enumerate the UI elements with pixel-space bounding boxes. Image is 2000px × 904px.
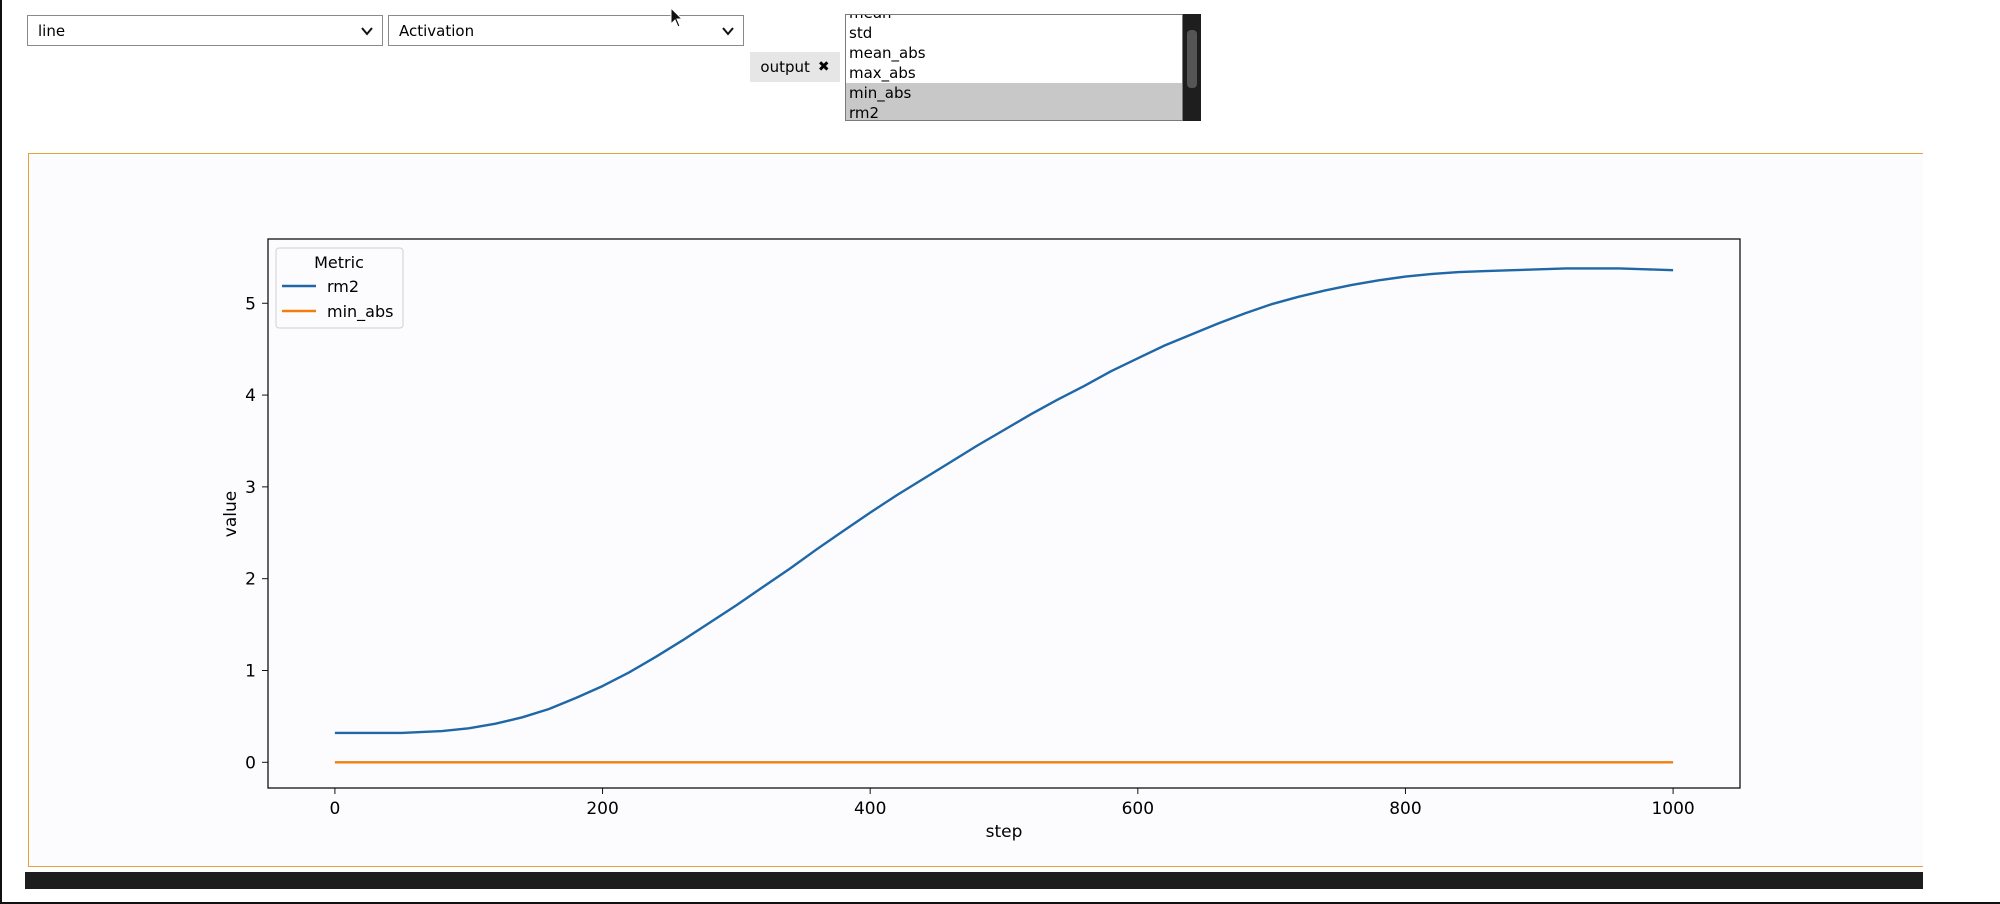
x-tick-label: 1000 [1651, 799, 1694, 819]
window-left-edge [0, 0, 2, 904]
chart-type-select-value: line [38, 21, 66, 40]
metric-option-mean[interactable]: mean [846, 15, 1182, 23]
output-scrollbar-track[interactable] [25, 872, 1923, 889]
chart-output-panel: 0 1 2 3 4 5 0 200 400 600 800 1000 step value Metr… [28, 153, 1923, 867]
plot-area [267, 238, 1741, 789]
legend-label-rm2: rm2 [327, 277, 359, 296]
metric-option-min-abs[interactable]: min_abs [846, 83, 1182, 103]
chevron-down-icon [361, 27, 373, 36]
scrollbar-thumb[interactable] [1187, 30, 1197, 88]
legend-title: Metric [314, 253, 364, 272]
y-tick-label: 0 [245, 753, 256, 773]
y-axis-ticks: 0 1 2 3 4 5 [245, 294, 268, 773]
legend-label-min-abs: min_abs [327, 302, 393, 322]
output-chip-label: output [760, 58, 810, 76]
x-tick-label: 200 [586, 799, 618, 819]
metric-list-scrollbar[interactable] [1183, 14, 1201, 121]
series-layer [334, 267, 1674, 764]
x-tick-label: 800 [1389, 799, 1421, 819]
chart-type-select[interactable]: line [27, 15, 383, 46]
mouse-cursor-icon [670, 7, 684, 28]
chevron-down-icon [722, 27, 734, 36]
x-tick-label: 400 [854, 799, 886, 819]
window-bottom-edge [0, 902, 2000, 904]
metric-option-std[interactable]: std [849, 24, 873, 42]
metric-option-max-abs[interactable]: max_abs [849, 64, 916, 82]
series-line-rm2 [334, 267, 1674, 735]
y-axis-label: value [221, 491, 241, 537]
legend: Metric rm2 min_abs [275, 247, 404, 329]
y-tick-label: 3 [245, 478, 256, 498]
y-tick-label: 1 [245, 661, 256, 681]
metric-option-mean-abs[interactable]: mean_abs [849, 44, 926, 62]
x-tick-label: 600 [1122, 799, 1154, 819]
metric-option-rm2[interactable]: rm2 [846, 103, 1182, 120]
y-tick-label: 2 [245, 570, 256, 590]
x-tick-label: 0 [329, 799, 340, 819]
metric-multiselect[interactable]: mean std mean_abs max_abs min_abs rm2 [845, 14, 1183, 121]
y-tick-label: 5 [245, 294, 256, 314]
kind-select[interactable]: Activation [388, 15, 744, 46]
close-icon[interactable]: ✖ [817, 59, 830, 75]
y-tick-label: 4 [245, 386, 256, 406]
legend-box [275, 247, 404, 329]
x-axis-label: step [986, 822, 1023, 842]
line-chart: 0 1 2 3 4 5 0 200 400 600 800 1000 step value Metr… [221, 238, 1741, 842]
x-axis-ticks: 0 200 400 600 800 1000 [329, 788, 1695, 819]
kind-select-value: Activation [399, 21, 475, 40]
output-chip[interactable]: output ✖ [750, 52, 840, 82]
